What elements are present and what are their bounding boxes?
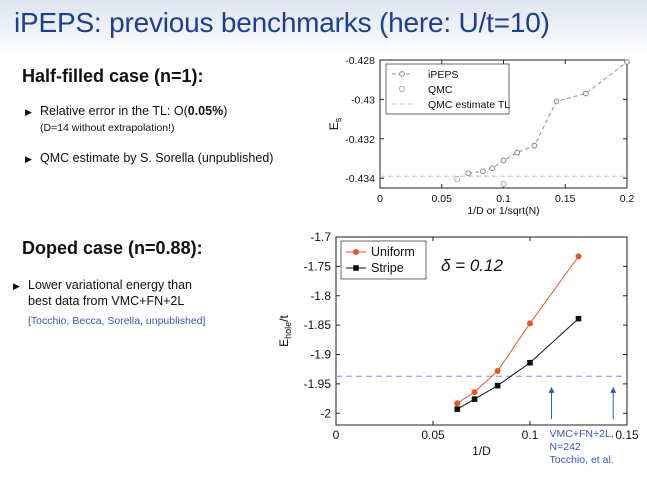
bullet-arrow-icon: ▶: [25, 154, 32, 164]
chart2-stripe-point: [527, 359, 533, 366]
chart2-xtick-label: 0: [333, 428, 340, 442]
chart1-ipeps-point: [489, 165, 496, 172]
chart1-xtick-label: 0.15: [555, 193, 576, 205]
chart2-ytick-label: -1.7: [310, 230, 331, 244]
chart1-ipeps-point: [500, 157, 507, 164]
chart2-uniform-line: [456, 256, 579, 404]
chart2-legend-stripe-marker: [353, 265, 359, 271]
chart1-legend-ipeps-label: iPEPS: [428, 69, 458, 81]
slide-title: iPEPS: previous benchmarks (here: U/t=10…: [14, 7, 550, 38]
chart2-ref-annotation-line3: Tocchio, et al.: [550, 454, 614, 466]
doped-bullet-line2: best data from VMC+FN+2L: [28, 294, 185, 308]
chart2-stripe-point: [471, 396, 478, 402]
chart1-xtick-label: 0.1: [496, 193, 511, 205]
chart2-legend-box: [340, 240, 427, 280]
chart1-xlabel: 1/D or 1/sqrt(N): [467, 205, 539, 217]
chart1-legend-ipeps-marker: [399, 71, 405, 77]
chart1-ytick-label: -0.428: [345, 55, 375, 67]
chart2-ref-annotation-line2: N=242: [550, 441, 581, 453]
chart2-ytick-label: -2: [320, 406, 331, 420]
chart2-uniform-point: [471, 389, 478, 396]
chart1-ylabel: Es: [327, 117, 343, 130]
doped-bullet-1: ▶ Lower variational energy than best dat…: [13, 277, 192, 309]
bullet1-value: 0.05%: [187, 104, 224, 118]
chart1-legend-qmc-label: QMC: [428, 84, 453, 96]
bullet1-note: (D=14 without extrapolation!): [40, 122, 175, 134]
chart2-uniform-point: [494, 367, 501, 374]
chart2-ref-arrow-head: [548, 386, 555, 393]
chart2-legend-uniform-marker: [353, 249, 359, 255]
chart1-ipeps-point: [465, 170, 472, 177]
chart1-ipeps-line: [468, 61, 627, 174]
chart1-ytick-label: -0.432: [345, 134, 375, 146]
chart2-xtick-label: 0.15: [615, 428, 639, 442]
chart2-ref-arrow-head: [610, 386, 617, 393]
chart2-uniform-point: [575, 253, 582, 260]
chart2-ytick-label: -1.9: [310, 348, 331, 362]
half-filled-bullet-1: ▶ Relative error in the TL: O(0.05%) (D=…: [25, 103, 228, 136]
chart2-ytick-label: -1.85: [304, 318, 332, 332]
chart1-legend-qmc-marker: [398, 85, 406, 93]
chart2-ylabel: Ehole/t: [277, 314, 293, 346]
chart1-legend-box: [385, 63, 510, 115]
chart1-ipeps-point: [514, 149, 521, 156]
chart1-xtick-label: 0.2: [620, 193, 635, 205]
chart2-stripe-point: [494, 382, 501, 389]
bullet2-text: QMC estimate by S. Sorella (unpublished): [40, 151, 274, 165]
chart1-ipeps-point: [479, 168, 486, 175]
chart1-xtick-label: 0: [377, 193, 383, 205]
doped-citation: [Tocchio, Becca, Sorella, unpublished]: [28, 315, 206, 327]
chart2-stripe-point: [454, 406, 461, 412]
half-filled-heading: Half-filled case (n=1):: [22, 66, 204, 86]
chart1-xtick-label: 0.05: [432, 193, 453, 205]
half-filled-bullet-2: ▶ QMC estimate by S. Sorella (unpublishe…: [25, 150, 274, 166]
doped-heading: Doped case (n=0.88):: [22, 238, 203, 258]
bullet-arrow-icon: ▶: [13, 281, 20, 291]
chart2-xtick-label: 0.1: [522, 428, 539, 442]
chart1-ipeps-point: [531, 142, 538, 149]
chart2-ref-annotation-line1: VMC+FN+2L,: [550, 428, 614, 440]
chart2-stripe-line: [456, 318, 579, 410]
chart2-uniform-point: [454, 400, 461, 407]
chart1-ipeps-point: [624, 59, 630, 65]
chart2-legend-uniform-label: Uniform: [371, 245, 415, 259]
chart2-ytick-label: -1.95: [304, 377, 332, 391]
title-band: [0, 0, 647, 54]
chart1-qmc-point: [454, 176, 461, 183]
chart1-qmc-point: [500, 180, 507, 188]
chart2-legend-stripe-label: Stripe: [371, 261, 404, 275]
chart2-ytick-label: -1.8: [310, 289, 331, 303]
chart2-xlabel: 1/D: [472, 444, 491, 458]
chart1-ipeps-point: [553, 98, 560, 105]
bullet-arrow-icon: ▶: [25, 107, 32, 117]
chart1-ipeps-point: [582, 90, 589, 97]
bullet1-suffix: ): [223, 104, 228, 118]
chart2-xtick-label: 0.05: [421, 428, 445, 442]
bullet1-prefix: Relative error in the TL: O(: [40, 104, 188, 118]
chart1-legend-ref-label: QMC estimate TL: [428, 99, 510, 111]
chart2-uniform-point: [527, 320, 533, 327]
chart2-ytick-label: -1.75: [304, 259, 332, 273]
chart2-delta-annotation: δ = 0.12: [441, 256, 503, 275]
chart1-ytick-label: -0.43: [351, 94, 375, 106]
doped-bullet-line1: Lower variational energy than: [28, 278, 192, 292]
chart2-frame: [335, 236, 628, 426]
chart1-ytick-label: -0.434: [345, 173, 375, 185]
chart2-stripe-point: [575, 315, 582, 322]
